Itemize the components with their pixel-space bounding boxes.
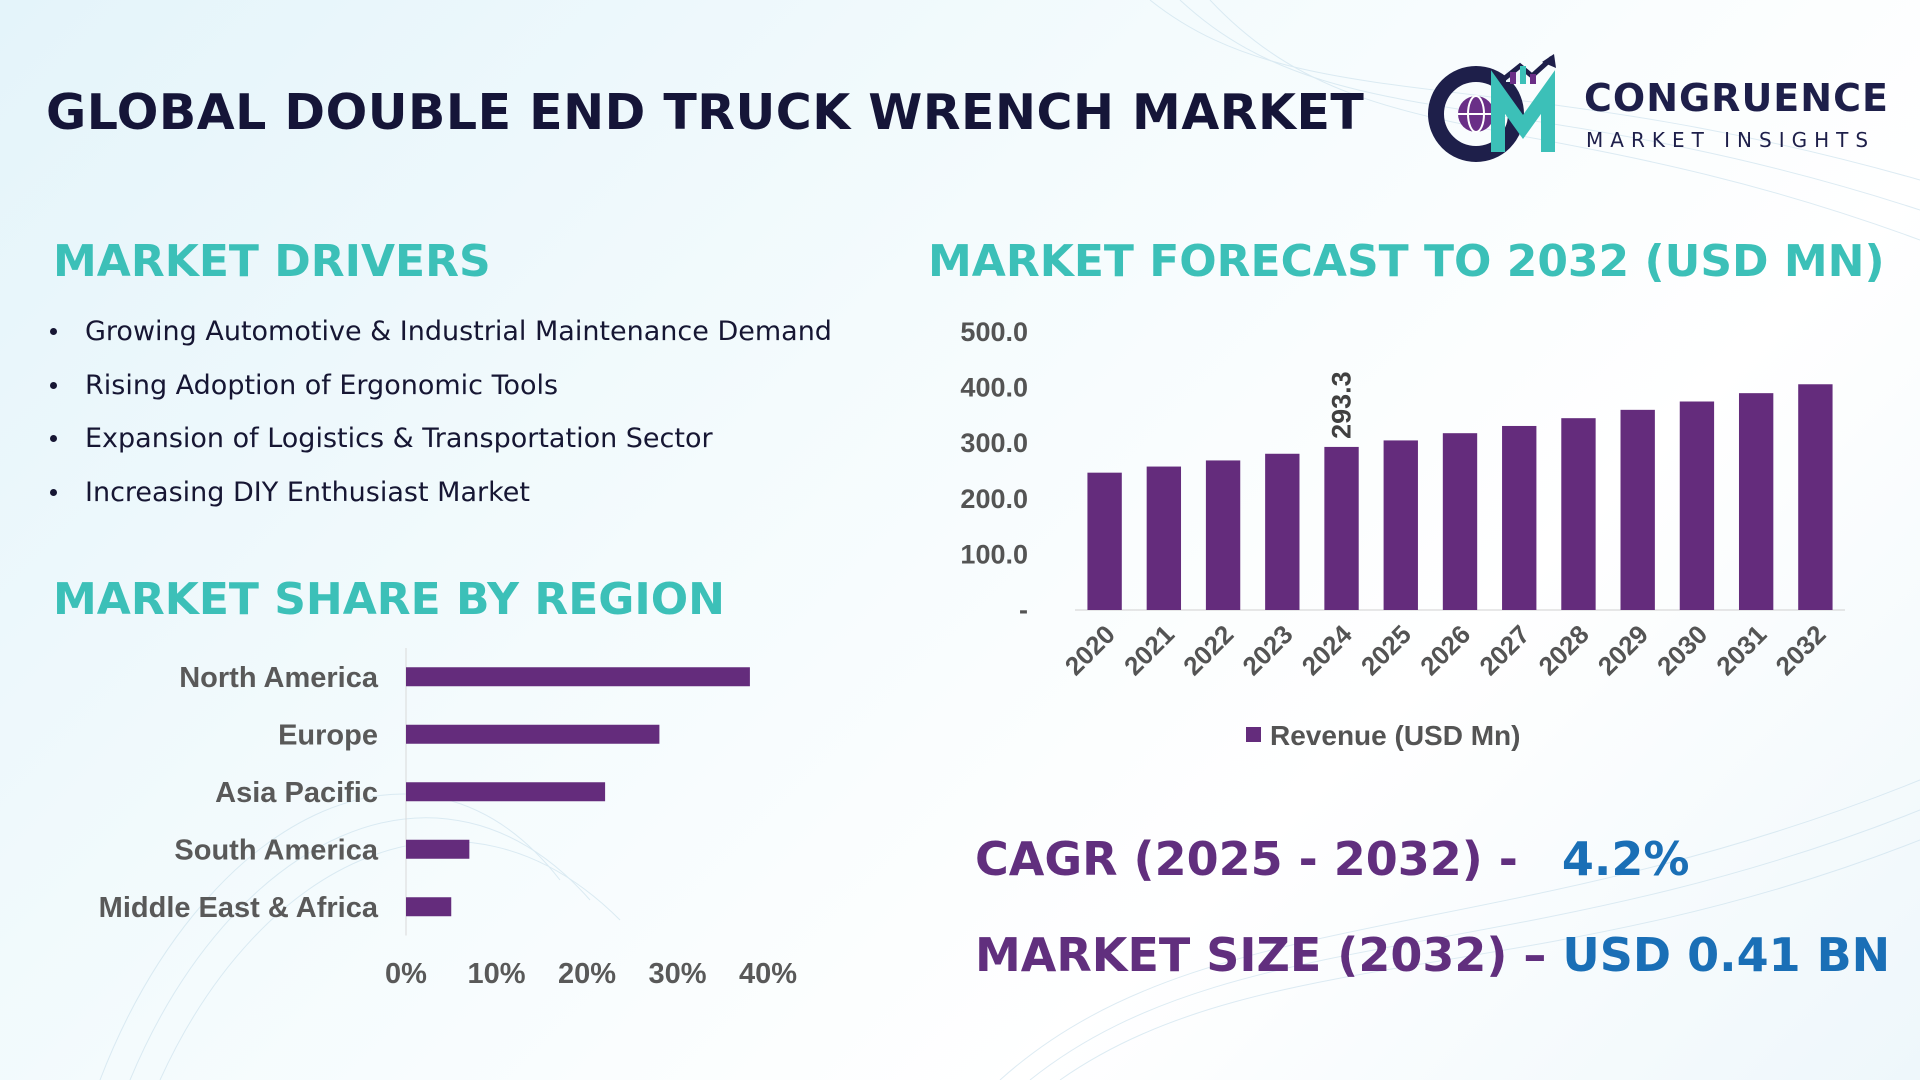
bullet-icon (50, 435, 57, 442)
cagr-value: 4.2% (1561, 832, 1690, 886)
region-label: South America (174, 834, 378, 866)
region-bar (406, 724, 660, 744)
data-label: 293.3 (1327, 371, 1357, 439)
x-tick-label: 20% (558, 958, 616, 990)
forecast-bar (1087, 472, 1122, 610)
region-bar (406, 667, 750, 687)
forecast-bar (1383, 440, 1418, 610)
x-tick-label: 2029 (1592, 619, 1654, 681)
x-tick-label: 2023 (1236, 619, 1298, 681)
region-label: Asia Pacific (215, 777, 378, 809)
forecast-bar (1324, 446, 1359, 610)
company-logo: CONGRUENCE MARKET INSIGHTS (1428, 52, 1898, 162)
y-tick-label: 200.0 (960, 484, 1028, 514)
x-tick-label: 30% (648, 958, 706, 990)
legend-swatch (1246, 727, 1261, 742)
x-tick-label: 2026 (1414, 619, 1476, 681)
forecast-bar (1146, 466, 1182, 610)
y-tick-label: 500.0 (960, 317, 1028, 347)
region-title: MARKET SHARE BY REGION (53, 574, 725, 625)
x-tick-label: 2022 (1177, 619, 1239, 681)
region-label: Middle East & Africa (99, 892, 379, 924)
driver-item: Increasing DIY Enthusiast Market (48, 477, 832, 531)
region-bar (406, 897, 452, 917)
region-share-chart: North America Europe Asia Pacific South Ame… (99, 648, 797, 990)
bullet-icon (50, 328, 57, 335)
x-tick-label: 2027 (1473, 619, 1535, 681)
region-bar (406, 782, 606, 802)
x-tick-label: 2030 (1651, 619, 1713, 681)
drivers-list: Growing Automotive & Industrial Maintena… (48, 316, 832, 530)
region-label: Europe (278, 719, 378, 751)
x-tick-label: 0% (385, 958, 427, 990)
region-label: North America (179, 662, 379, 694)
forecast-bar (1442, 433, 1478, 610)
driver-text: Rising Adoption of Ergonomic Tools (85, 369, 559, 401)
market-size-value: USD 0.41 BN (1562, 928, 1891, 982)
x-tick-label: 2025 (1355, 619, 1417, 681)
drivers-title: MARKET DRIVERS (53, 236, 491, 287)
logo-subtitle: MARKET INSIGHTS (1586, 128, 1876, 152)
y-tick-label: 400.0 (960, 373, 1028, 403)
forecast-bar (1561, 418, 1596, 610)
x-tick-label: 40% (739, 958, 797, 990)
driver-item: Rising Adoption of Ergonomic Tools (48, 370, 832, 424)
x-tick-label: 2032 (1770, 619, 1832, 681)
forecast-bar (1265, 453, 1300, 610)
region-bar (406, 839, 470, 859)
driver-text: Growing Automotive & Industrial Maintena… (85, 316, 832, 347)
x-tick-label: 2024 (1296, 619, 1358, 681)
forecast-bar (1738, 393, 1774, 610)
logo-name: CONGRUENCE (1584, 76, 1889, 120)
x-tick-label: 2028 (1533, 619, 1595, 681)
y-tick-label: 100.0 (960, 539, 1028, 569)
y-tick-label: - (1019, 595, 1028, 625)
forecast-bar (1620, 409, 1655, 610)
page-title: GLOBAL DOUBLE END TRUCK WRENCH MARKET (46, 84, 1365, 141)
x-tick-label: 2021 (1118, 619, 1180, 681)
x-tick-label: 10% (467, 958, 525, 990)
forecast-bar (1798, 384, 1833, 610)
forecast-bar (1679, 401, 1715, 610)
driver-item: Growing Automotive & Industrial Maintena… (48, 316, 832, 370)
driver-text: Increasing DIY Enthusiast Market (85, 476, 530, 508)
forecast-chart: -100.0200.0300.0400.0500.020202021202220… (960, 317, 1845, 751)
logo-mark-icon (1428, 54, 1556, 162)
market-size-label: MARKET SIZE (2032) – (975, 928, 1547, 982)
legend-label: Revenue (USD Mn) (1270, 720, 1520, 751)
forecast-title: MARKET FORECAST TO 2032 (USD MN) (928, 236, 1885, 287)
market-size-kpi: MARKET SIZE (2032) – USD 0.41 BN (975, 928, 1890, 982)
forecast-bar (1502, 425, 1537, 610)
driver-item: Expansion of Logistics & Transportation … (48, 423, 832, 477)
y-tick-label: 300.0 (960, 428, 1028, 458)
bullet-icon (50, 381, 57, 389)
forecast-bar (1205, 460, 1241, 610)
cagr-label: CAGR (2025 - 2032) - (975, 832, 1518, 886)
driver-text: Expansion of Logistics & Transportation … (85, 423, 713, 454)
x-tick-label: 2031 (1710, 619, 1772, 681)
cagr-kpi: CAGR (2025 - 2032) - 4.2% (975, 832, 1689, 886)
bullet-icon (50, 488, 57, 496)
x-tick-label: 2020 (1059, 619, 1121, 681)
